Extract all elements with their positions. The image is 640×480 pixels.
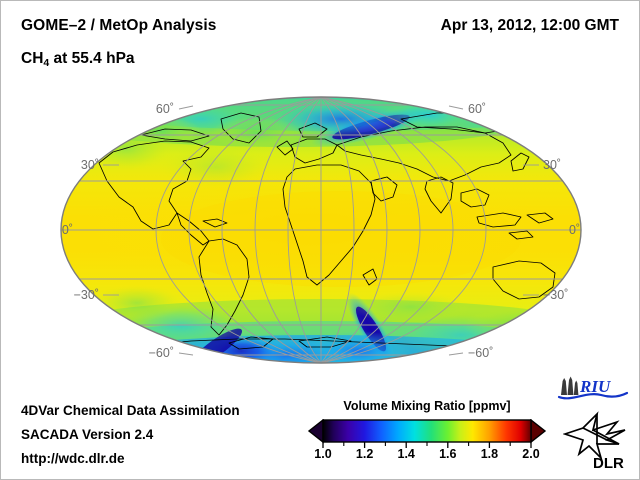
map-outline [60,96,582,364]
lat-label-left-0: 0˚ [62,223,73,237]
colorbar-panel: Volume Mixing Ratio [ppmv] [301,399,553,475]
colorbar-major-ticks [322,442,532,448]
colorbar-title: Volume Mixing Ratio [ppmv] [343,399,511,413]
lat-label-right-m60: −60˚ [468,346,493,360]
map-panel: 60˚ 30˚ 0˚ −30˚ −60˚ 60˚ 30˚ 0˚ −30˚ [41,89,601,379]
colorbar-gradient [322,419,532,443]
lat-label-right-m30: −30˚ [543,288,568,302]
cbar-tick-2-0: 2.0 [522,447,540,461]
footer-line-url[interactable]: http://wdc.dlr.de [21,451,125,466]
mollweide-map: 60˚ 30˚ 0˚ −30˚ −60˚ 60˚ 30˚ 0˚ −30˚ [60,96,582,364]
species-label: CH4 at 55.4 hPa [21,50,135,69]
lat-label-left-30: 30˚ [81,158,99,172]
cbar-tick-1-6: 1.6 [439,447,457,461]
cbar-tick-1-0: 1.0 [314,447,332,461]
species-label-subscript: 4 [43,57,50,69]
colorbar-minor-ticks [343,442,511,446]
page-title: GOME–2 / MetOp Analysis [21,17,217,34]
dlr-logo-text: DLR [593,455,624,472]
lat-label-right-0: 0˚ [569,223,580,237]
footer-line-version: SACADA Version 2.4 [21,427,154,442]
species-label-pre: CH [21,50,44,67]
colorbar-extend-left [307,419,324,444]
dlr-logo: DLR [563,411,626,472]
lat-label-right-30: 30˚ [543,158,561,172]
datetime-label: Apr 13, 2012, 12:00 GMT [440,17,619,34]
colorbar-tick-labels: 1.0 1.2 1.4 1.6 1.8 2.0 [301,447,553,467]
riu-logo-text: RIU [579,377,611,396]
lat-label-right-60: 60˚ [468,102,486,116]
graticule [61,97,581,363]
lat-label-left-m30: −30˚ [74,288,99,302]
cbar-tick-1-2: 1.2 [355,447,374,461]
dlr-emblem-icon [563,411,626,461]
colorbar [307,419,547,448]
riu-wave-icon [557,391,629,400]
lat-label-left-m60: −60˚ [149,346,174,360]
riu-logo: RIU [557,376,629,400]
species-label-post: at 55.4 hPa [49,50,135,67]
cbar-tick-1-8: 1.8 [480,447,499,461]
riu-tower-icon [561,376,579,395]
cbar-tick-1-4: 1.4 [397,447,415,461]
latitude-labels-left: 60˚ 30˚ 0˚ −30˚ −60˚ [62,102,194,360]
footer-line-assimilation: 4DVar Chemical Data Assimilation [21,403,240,418]
latitude-labels-right: 60˚ 30˚ 0˚ −30˚ −60˚ [448,102,580,360]
colorbar-extend-right [530,419,547,444]
lat-label-left-60: 60˚ [156,102,174,116]
